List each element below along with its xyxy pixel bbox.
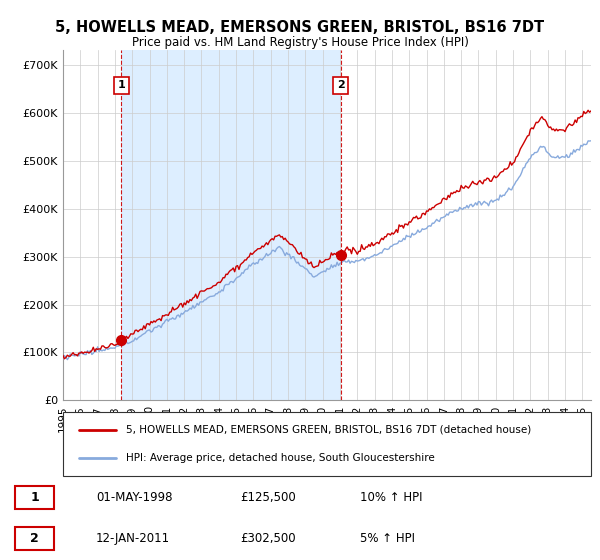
FancyBboxPatch shape (15, 487, 54, 509)
Text: 2: 2 (337, 81, 344, 90)
Text: HPI: Average price, detached house, South Gloucestershire: HPI: Average price, detached house, Sout… (127, 453, 435, 463)
Text: 1: 1 (31, 491, 39, 504)
FancyBboxPatch shape (63, 412, 591, 476)
Text: 12-JAN-2011: 12-JAN-2011 (96, 532, 170, 545)
Text: 5% ↑ HPI: 5% ↑ HPI (360, 532, 415, 545)
Bar (121, 50, 341, 400)
Text: 5, HOWELLS MEAD, EMERSONS GREEN, BRISTOL, BS16 7DT: 5, HOWELLS MEAD, EMERSONS GREEN, BRISTOL… (55, 20, 545, 35)
Text: £302,500: £302,500 (240, 532, 296, 545)
Text: 2: 2 (31, 532, 39, 545)
Text: 10% ↑ HPI: 10% ↑ HPI (360, 491, 422, 504)
Text: Price paid vs. HM Land Registry's House Price Index (HPI): Price paid vs. HM Land Registry's House … (131, 36, 469, 49)
Text: 01-MAY-1998: 01-MAY-1998 (96, 491, 173, 504)
Text: 5, HOWELLS MEAD, EMERSONS GREEN, BRISTOL, BS16 7DT (detached house): 5, HOWELLS MEAD, EMERSONS GREEN, BRISTOL… (127, 424, 532, 435)
Text: £125,500: £125,500 (240, 491, 296, 504)
Text: 1: 1 (118, 81, 125, 90)
FancyBboxPatch shape (15, 527, 54, 550)
